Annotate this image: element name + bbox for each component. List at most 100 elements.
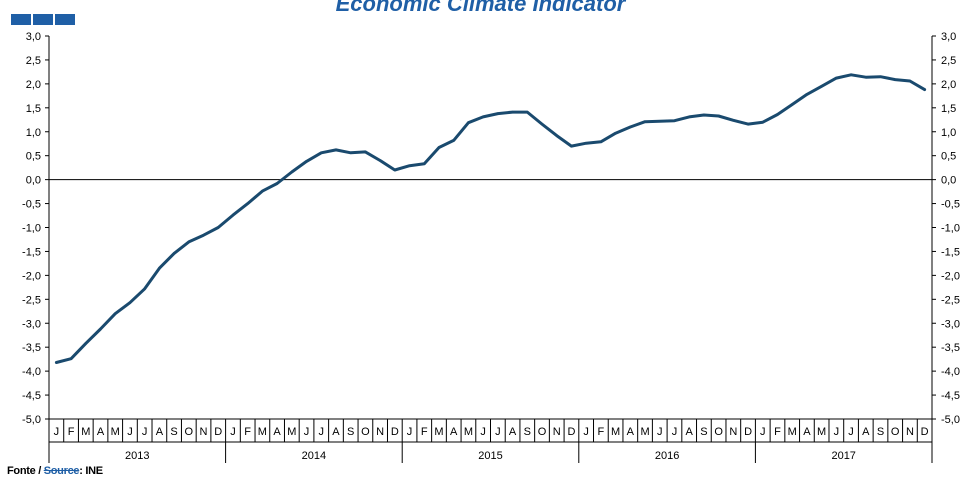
data-point [349, 151, 352, 155]
data-point [761, 120, 764, 124]
data-point [540, 122, 544, 126]
data-point [717, 114, 720, 118]
month-label: A [862, 426, 870, 438]
y-tick-label-left: -5,0 [22, 414, 41, 426]
y-tick-label-left: 1,0 [26, 127, 41, 139]
month-label: M [611, 426, 620, 438]
logo-block [55, 14, 75, 25]
data-point [158, 266, 161, 270]
month-label: M [111, 426, 120, 438]
month-label: J [319, 426, 325, 438]
data-point [423, 162, 426, 166]
series-line [54, 73, 927, 364]
month-label: S [170, 426, 177, 438]
data-point [894, 78, 897, 81]
data-point [673, 119, 676, 122]
y-tick-label-left: -3,5 [22, 342, 41, 354]
data-point [643, 120, 647, 123]
data-point [437, 146, 441, 149]
y-tick-label-right: 2,0 [941, 79, 956, 91]
month-label: D [391, 426, 399, 438]
month-label: F [774, 426, 781, 438]
y-tick-label-left: 2,5 [26, 55, 41, 67]
y-tick-label-right: -5,0 [941, 414, 960, 426]
y-tick-label-left: 1,5 [26, 103, 41, 115]
data-point [658, 120, 661, 123]
data-point [864, 75, 867, 79]
month-label: S [347, 426, 354, 438]
y-tick-label-right: -0,5 [941, 199, 960, 211]
data-point [99, 327, 102, 331]
month-label: S [700, 426, 707, 438]
y-tick-label-left: -4,5 [22, 390, 41, 402]
month-label: J [760, 426, 766, 438]
month-label: N [553, 426, 561, 438]
data-point [776, 113, 779, 116]
month-label: N [200, 426, 208, 438]
data-point [364, 150, 367, 154]
y-tick-label-right: -1,0 [941, 223, 960, 235]
data-point [923, 88, 926, 91]
data-point [231, 213, 235, 217]
year-label: 2017 [831, 450, 855, 462]
data-point [908, 79, 912, 83]
data-point [217, 226, 220, 229]
month-label: O [361, 426, 370, 438]
month-label: J [142, 426, 148, 438]
data-point [555, 134, 558, 137]
data-point [393, 168, 397, 172]
data-point [629, 125, 632, 129]
data-point [805, 93, 809, 96]
y-tick-label-left: -4,0 [22, 366, 41, 378]
month-label: J [583, 426, 589, 438]
month-label: J [672, 426, 678, 438]
data-point [275, 182, 279, 185]
month-label: A [332, 426, 340, 438]
month-label: D [921, 426, 929, 438]
month-label: S [877, 426, 884, 438]
y-tick-label-right: 0,5 [941, 151, 956, 163]
data-point [849, 73, 853, 76]
data-point [584, 142, 588, 145]
month-label: F [68, 426, 75, 438]
month-label: D [214, 426, 222, 438]
month-label: S [524, 426, 531, 438]
y-tick-label-left: 0,0 [26, 175, 41, 187]
month-label: J [127, 426, 133, 438]
data-point [599, 140, 603, 144]
month-label: A [450, 426, 458, 438]
month-label: J [834, 426, 840, 438]
y-tick-label-right: -2,0 [941, 270, 960, 282]
data-point [114, 312, 117, 315]
month-label: M [434, 426, 443, 438]
data-point [408, 164, 411, 167]
chart-title: Economic Climate Indicator [335, 0, 626, 16]
month-label: J [848, 426, 854, 438]
year-label: 2014 [302, 450, 326, 462]
month-label: F [421, 426, 428, 438]
source-label-en: Source [43, 465, 80, 477]
data-point [452, 139, 455, 142]
month-label: J [657, 426, 663, 438]
month-label: F [244, 426, 251, 438]
source-label-pt: Fonte / [7, 465, 41, 477]
data-point [69, 357, 73, 360]
data-point [614, 131, 617, 135]
y-tick-label-left: -2,0 [22, 270, 41, 282]
month-label: O [538, 426, 547, 438]
month-label: A [156, 426, 164, 438]
data-point [687, 115, 691, 119]
y-tick-label-left: -1,5 [22, 246, 41, 258]
month-label: N [729, 426, 737, 438]
month-label: A [627, 426, 635, 438]
month-label: A [803, 426, 811, 438]
data-point [334, 148, 338, 152]
month-label: M [817, 426, 826, 438]
y-tick-label-right: 1,0 [941, 127, 956, 139]
data-point [496, 112, 500, 115]
month-label: J [304, 426, 310, 438]
month-label: O [185, 426, 194, 438]
year-label: 2013 [125, 450, 149, 462]
data-point [261, 189, 264, 193]
data-point [290, 170, 294, 174]
